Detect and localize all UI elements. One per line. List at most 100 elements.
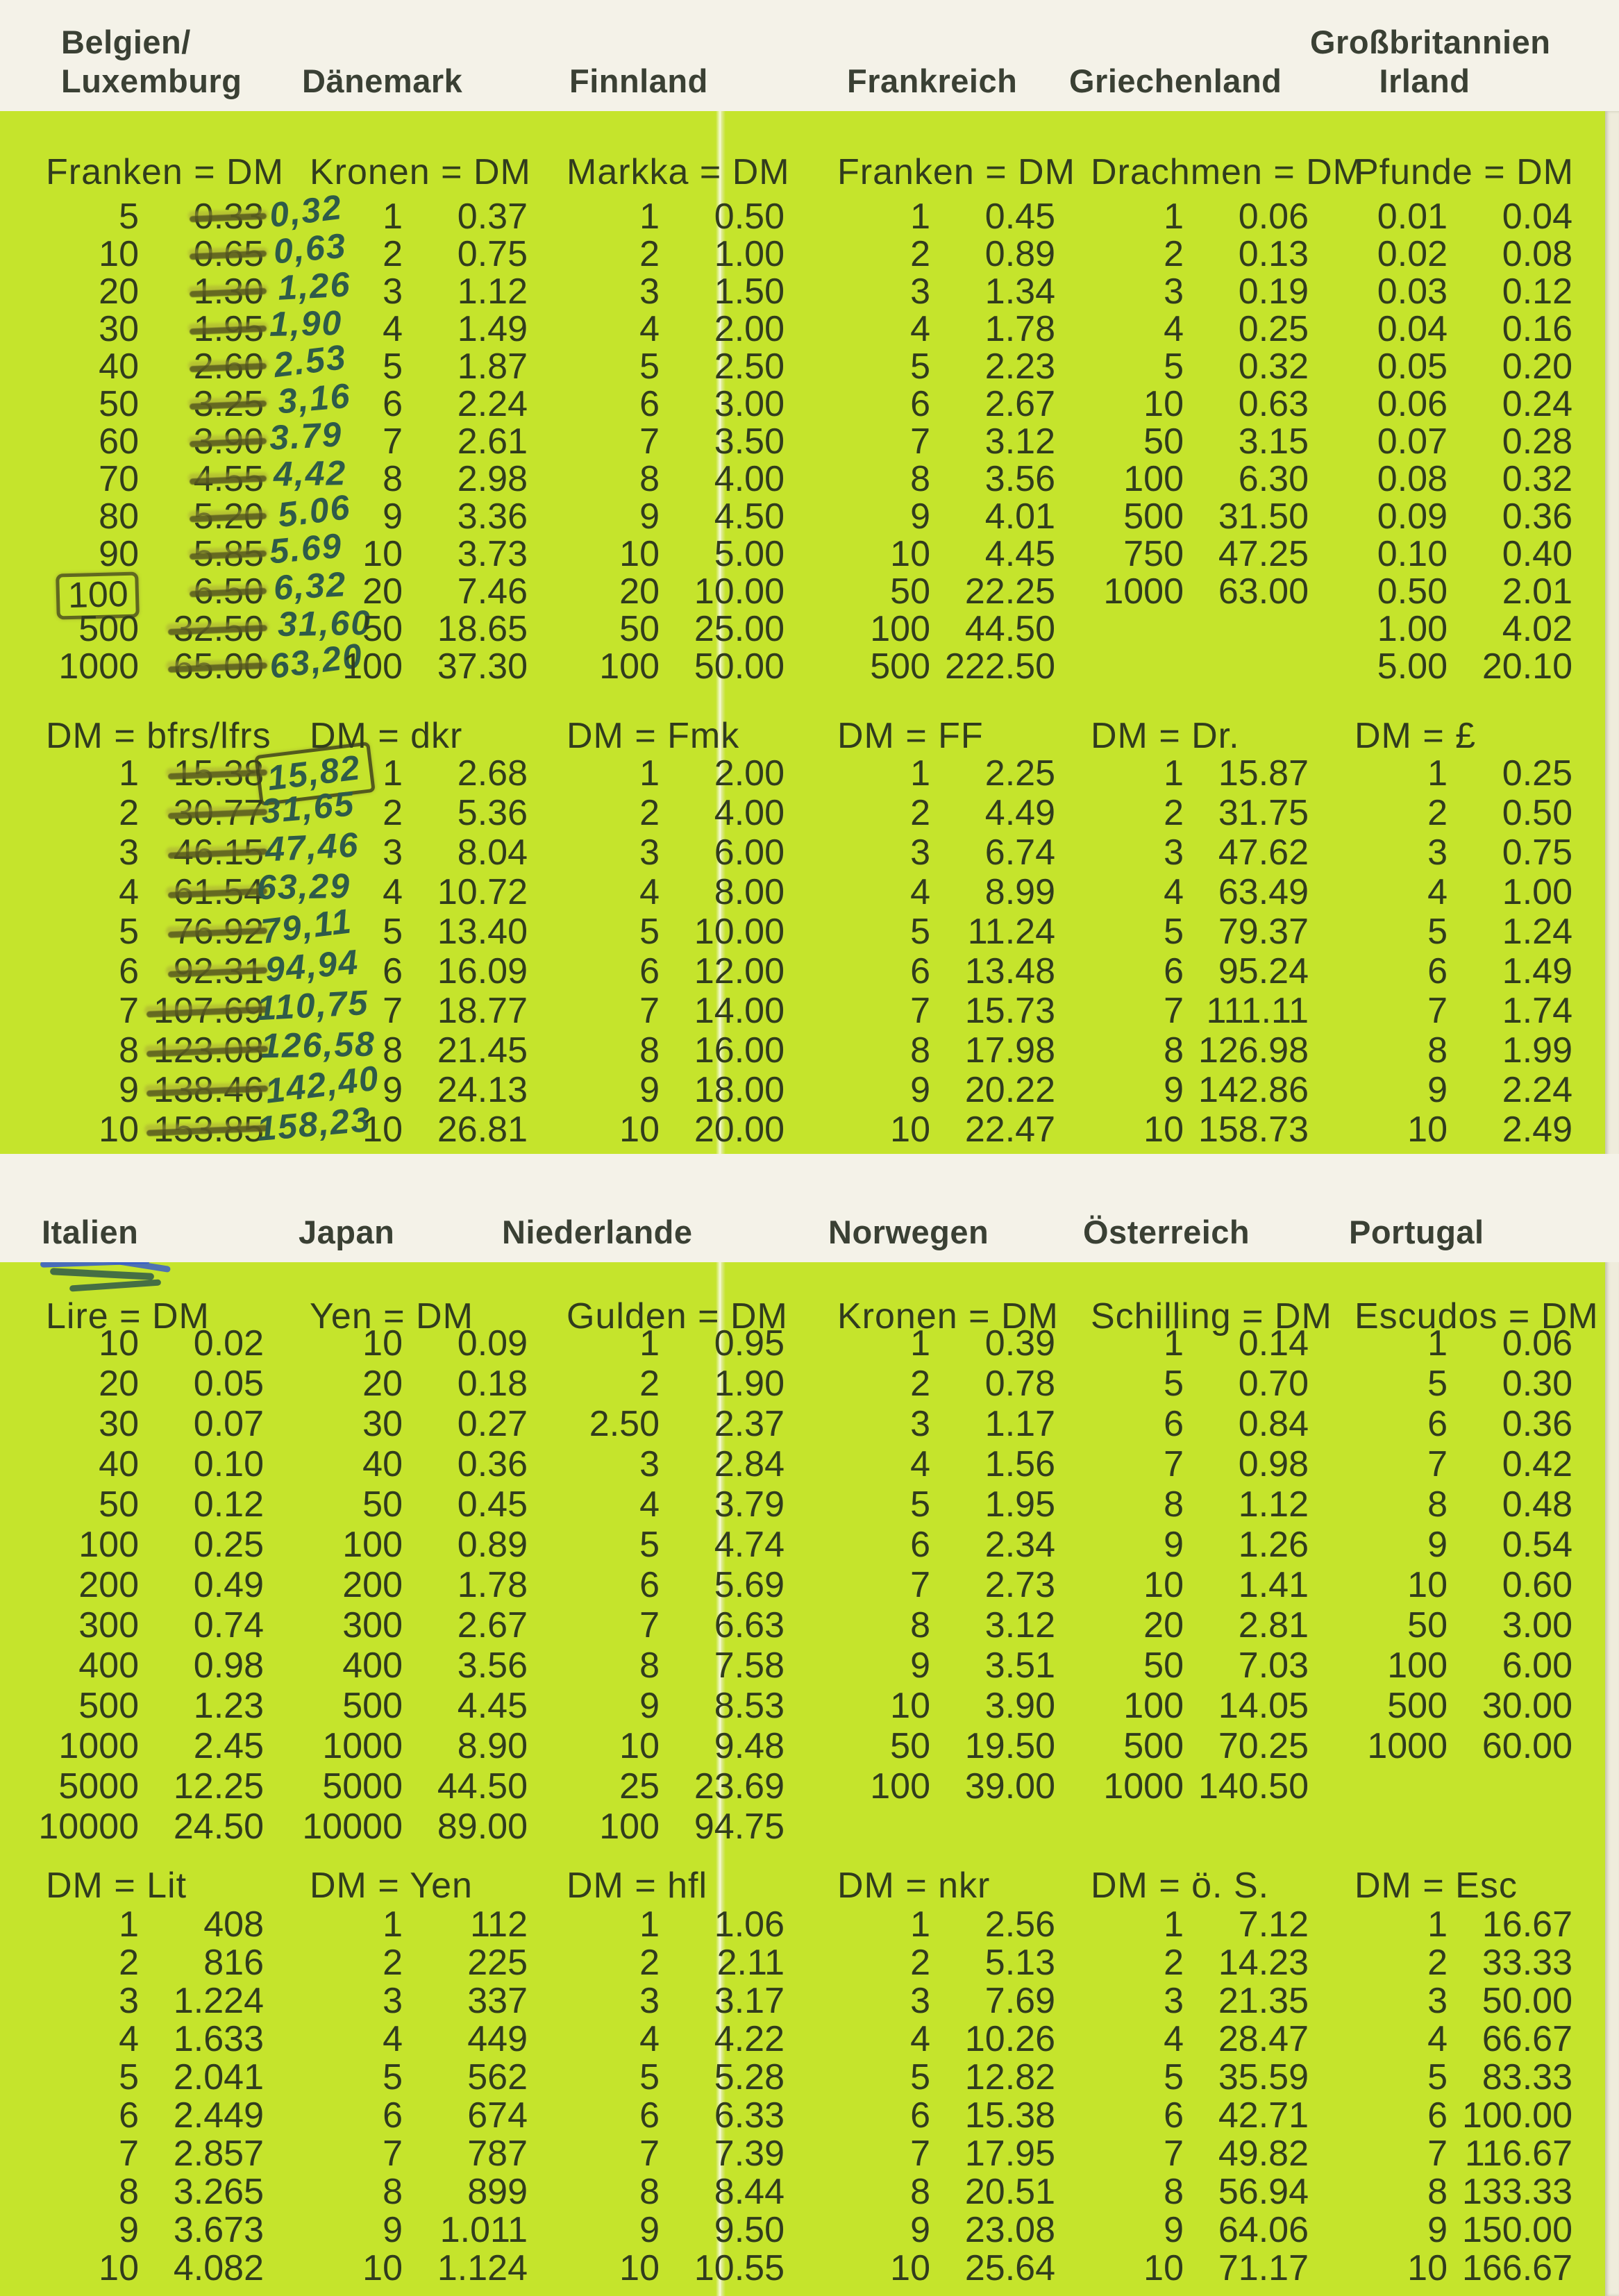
amount-cell: 50: [99, 1484, 139, 1525]
rate-value-cell: 150.00: [1448, 2211, 1575, 2249]
amount-cell: 5: [383, 912, 403, 952]
table-row: 30 0.07: [35, 1404, 271, 1444]
amount-cell: 200: [342, 1565, 403, 1605]
rate-value-cell: 15.38: [930, 2097, 1058, 2135]
amount-cell: 2: [639, 234, 660, 274]
rate-value-cell: 23.69: [660, 1766, 787, 1807]
rate-value-cell: 7.03: [1184, 1645, 1311, 1686]
rate-value: 0.36: [1502, 1404, 1572, 1444]
rate-value: 153.85: [153, 1109, 264, 1150]
rate-value-cell: 0.16: [1448, 310, 1575, 348]
country-name: Frankreich: [847, 62, 1017, 100]
table-row: 10 4.082: [35, 2249, 271, 2288]
rate-value: 0.42: [1502, 1444, 1572, 1484]
amount-cell: 8: [910, 1030, 930, 1071]
table-row: 5 13.40: [299, 912, 535, 952]
table-row: 3 21.35: [1080, 1982, 1316, 2020]
amount-cell: 8: [910, 2172, 930, 2212]
table-row: 3 0.75: [1343, 833, 1579, 873]
amount-cell: 400: [342, 1645, 403, 1686]
rate-value-cell: 1.78: [403, 1565, 530, 1605]
amount-cell: 9: [1427, 1525, 1448, 1565]
table-row: 100 39.00: [826, 1766, 1062, 1807]
amount-cell: 10: [99, 1109, 139, 1150]
table-row: 1000 60.00: [1343, 1726, 1579, 1766]
amount-cell: 20: [99, 1364, 139, 1404]
rate-value-cell: 2.34: [930, 1525, 1058, 1565]
rate-value-cell: 0.50: [660, 198, 787, 235]
amount-cell: 4: [639, 1484, 660, 1525]
rate-value-cell: 6.74: [930, 833, 1058, 873]
rate-value-cell: 6.00: [1448, 1645, 1575, 1686]
rate-value-cell: 0.07: [139, 1404, 267, 1444]
rate-value-cell: 0.12: [139, 1484, 267, 1525]
amount-cell: 100: [1123, 1686, 1184, 1726]
rate-value-cell: 8.53: [660, 1686, 787, 1726]
rate-value: 16.09: [437, 951, 528, 991]
table-row: 8 17.98: [826, 1031, 1062, 1071]
amount-cell: 500: [342, 1686, 403, 1726]
rate-value: 449: [467, 2019, 528, 2059]
rate-value-cell: 1.95: [930, 1484, 1058, 1525]
amount-cell: 10: [890, 534, 930, 574]
rate-value: 2.67: [457, 1605, 528, 1645]
table-row: 6 0.36: [1343, 1404, 1579, 1444]
table-row: 6 3.00: [555, 385, 791, 423]
rate-value: 1.49: [1502, 951, 1572, 991]
table-row: 4 1.00: [1343, 873, 1579, 912]
rate-value: 0.08: [1502, 234, 1572, 274]
rate-value: 8.44: [714, 2172, 785, 2212]
rate-value-cell: 20.22: [930, 1071, 1058, 1110]
table-row: 5 0.33 0,32: [35, 187, 344, 235]
rate-value: 44.50: [964, 609, 1055, 649]
country-name-line: Frankreich: [847, 62, 1018, 99]
table-row: 50 3.25 3,16: [35, 376, 352, 423]
amount-cell: 2: [639, 1364, 660, 1404]
rate-value-cell: 816: [139, 1944, 267, 1982]
amount-cell: 7: [910, 421, 930, 462]
rate-value: 0.16: [1502, 309, 1572, 349]
rate-value-cell: 0.02: [139, 1323, 267, 1364]
table-row: 2 0.78: [826, 1364, 1062, 1404]
table-row: 80 5.20 5.06: [35, 487, 353, 535]
rate-value: 0.48: [1502, 1484, 1572, 1525]
table-row: 2.50 2.37: [555, 1404, 791, 1444]
rate-value-cell: 3.25: [139, 385, 267, 423]
amount-cell: 9: [119, 1070, 139, 1110]
rate-value: 15.73: [964, 991, 1055, 1031]
rate-value: 2.857: [173, 2134, 264, 2174]
rate-value: 4.082: [173, 2248, 264, 2288]
table-row: 9 9.50: [555, 2211, 791, 2249]
rate-value: 1.74: [1502, 991, 1572, 1031]
table-row: 10 0.09: [299, 1323, 535, 1364]
table-row: 50 3.00: [1343, 1605, 1579, 1645]
rate-value: 71.17: [1218, 2248, 1309, 2288]
rate-value-cell: 8.00: [660, 873, 787, 912]
amount-cell: 6: [639, 2095, 660, 2136]
rate-value-cell: 3.17: [660, 1982, 787, 2020]
amount-cell: 100: [870, 609, 930, 649]
rate-value-cell: 0.10: [139, 1444, 267, 1484]
rate-value: 24.13: [437, 1070, 528, 1110]
amount-cell: 2: [639, 793, 660, 833]
rate-value: 56.94: [1218, 2172, 1309, 2212]
rate-value-cell: 1.74: [1448, 991, 1575, 1031]
table-row: 10 158.73: [1080, 1110, 1316, 1150]
rate-value: 2.81: [1238, 1605, 1309, 1645]
amount-cell: 8: [639, 459, 660, 499]
rate-value: 21.45: [437, 1030, 528, 1071]
rate-value: 1.95: [984, 1484, 1055, 1525]
rate-value: 8.99: [984, 872, 1055, 912]
table-row: 3 47.62: [1080, 833, 1316, 873]
rate-value-cell: 0.18: [403, 1364, 530, 1404]
rate-value: 17.98: [964, 1030, 1055, 1071]
rate-value-cell: 0.89: [403, 1525, 530, 1565]
table-row: 100 0.25: [35, 1525, 271, 1565]
rate-value: 0.45: [984, 196, 1055, 237]
rate-value-cell: 0.60: [1448, 1565, 1575, 1605]
amount-cell: 1: [119, 753, 139, 794]
table-row: 50 22.25: [826, 573, 1062, 610]
table-row: 7 15.73: [826, 991, 1062, 1031]
table-row: 70 4.55 4,42: [35, 453, 347, 498]
rate-value: 92.31: [173, 951, 264, 991]
